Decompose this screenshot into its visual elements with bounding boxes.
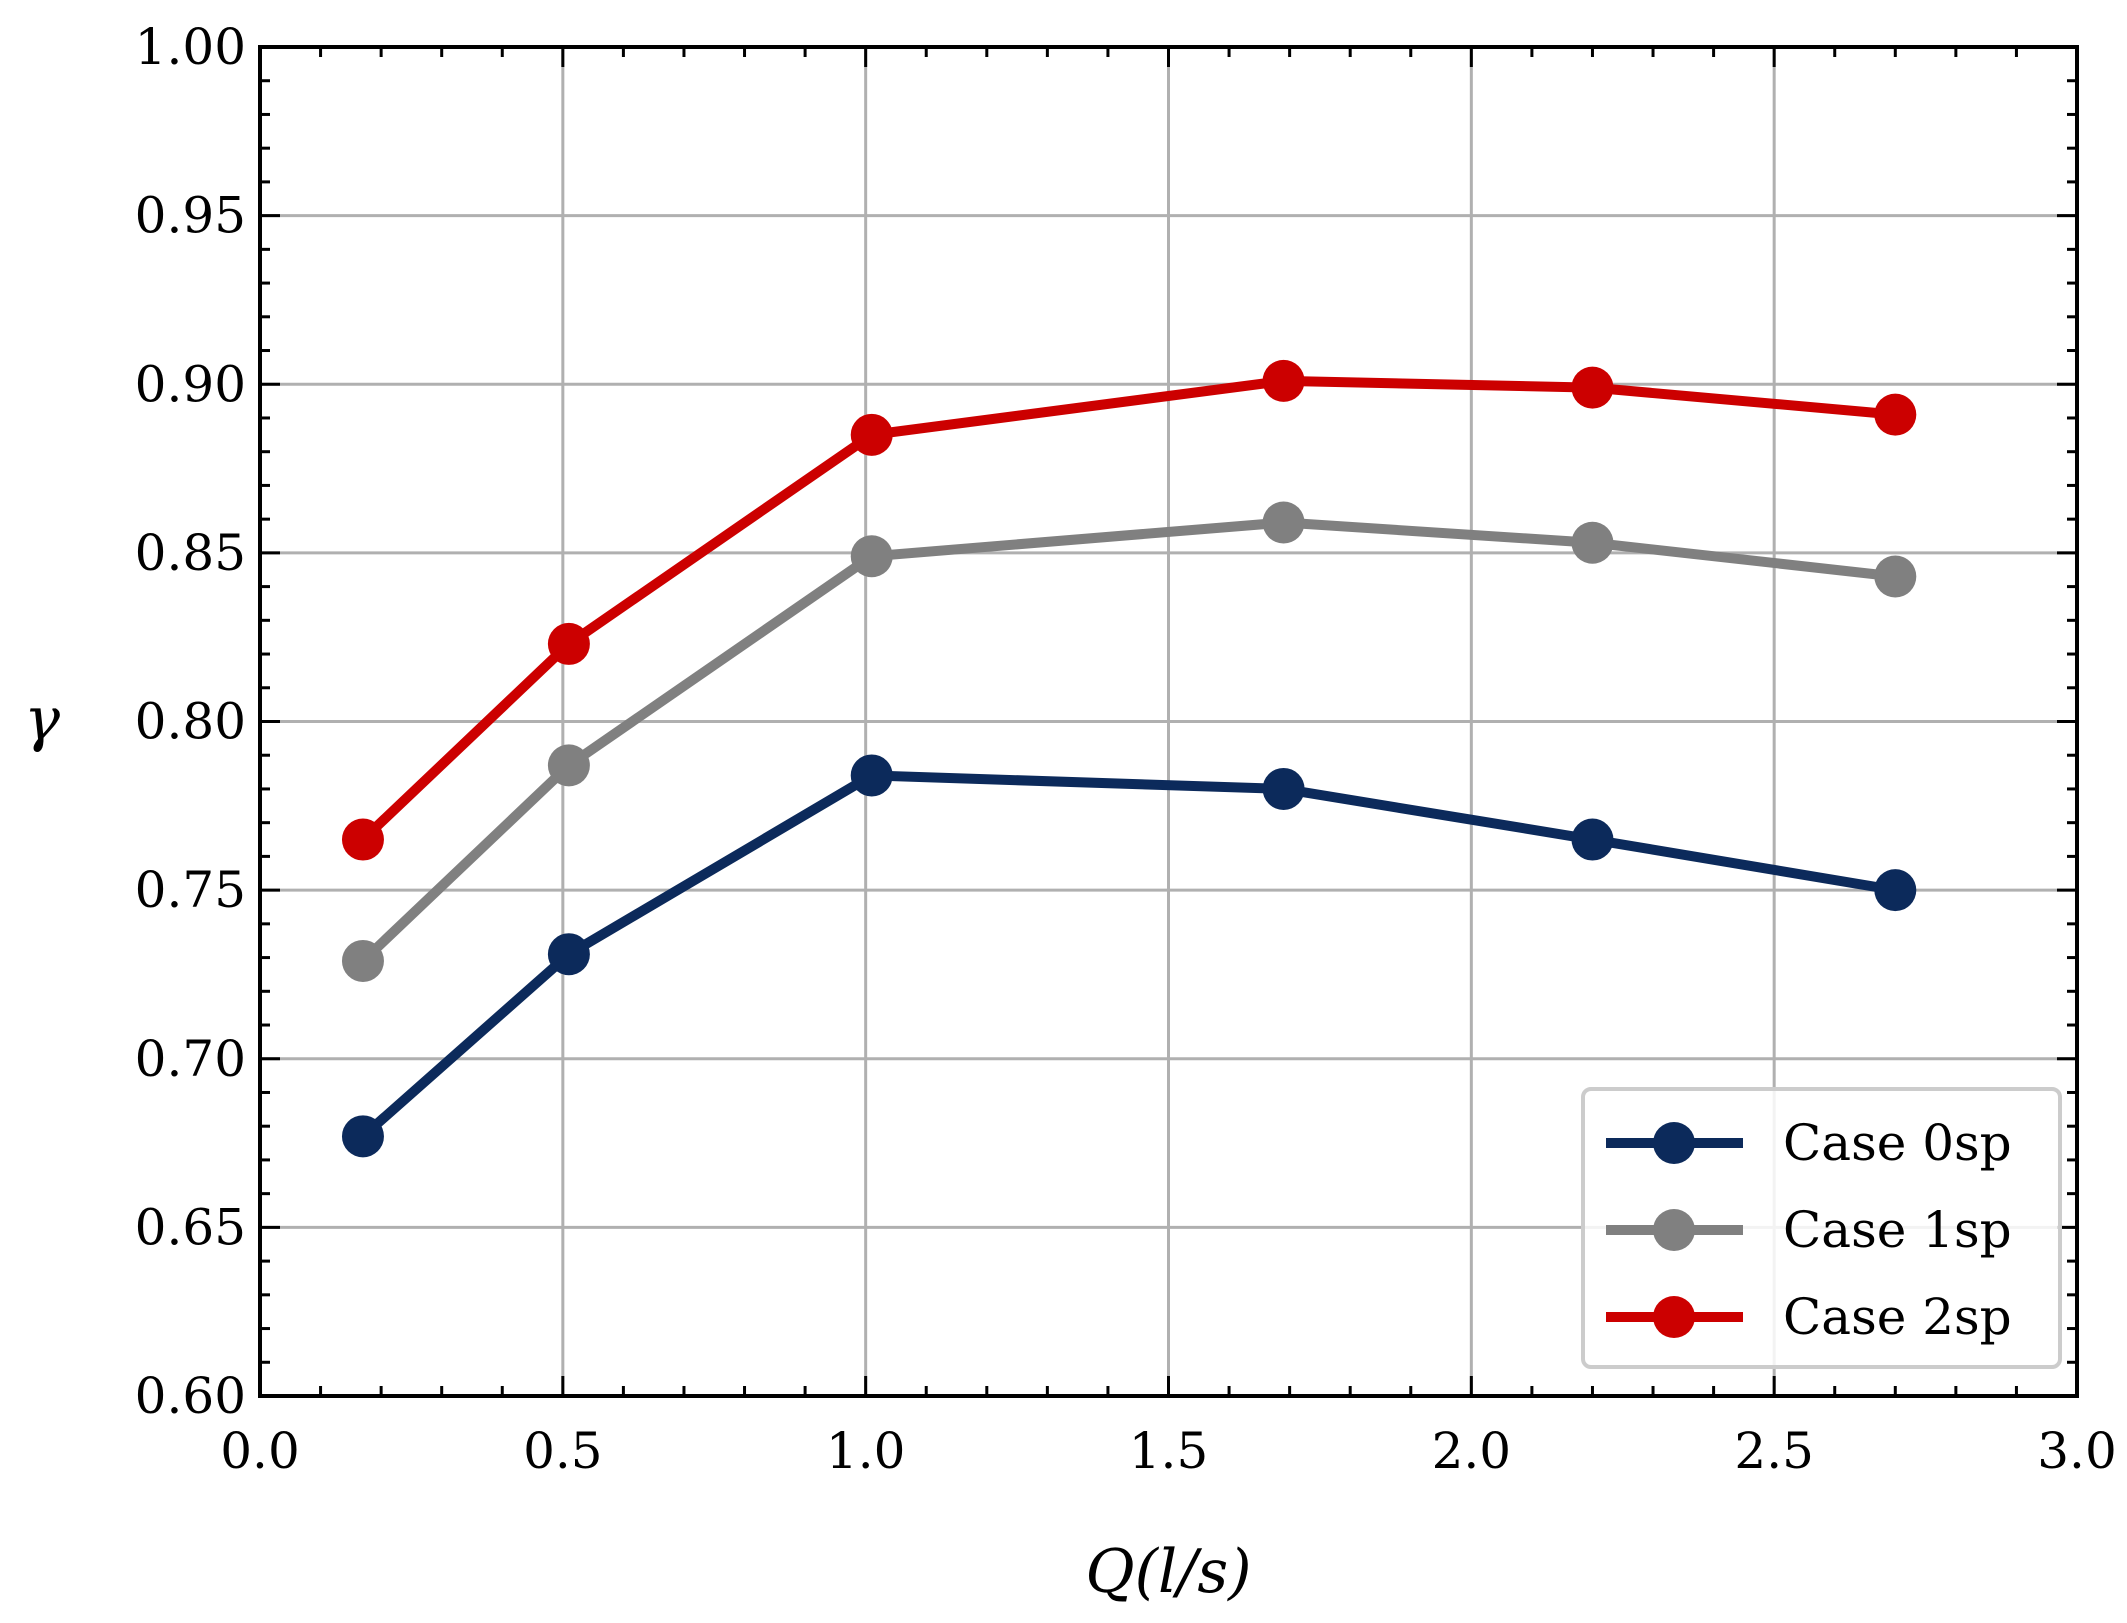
data-point: [1571, 366, 1614, 409]
series-line: [359, 517, 1896, 965]
data-point: [1262, 767, 1305, 810]
data-point: [547, 933, 590, 976]
x-tick-label: 0.0: [220, 1422, 300, 1480]
y-tick-label: 0.65: [135, 1198, 246, 1256]
data-point: [850, 754, 893, 797]
y-tick-label: 0.85: [135, 524, 246, 582]
y-tick-label: 0.80: [135, 693, 246, 751]
y-tick-label: 1.00: [135, 18, 246, 76]
data-point: [1262, 359, 1305, 402]
legend-label: Case 0sp: [1783, 1114, 2012, 1172]
data-point: [547, 744, 590, 787]
data-point: [341, 939, 384, 982]
x-tick-label: 2.0: [1432, 1422, 1512, 1480]
y-tick-label: 0.75: [135, 861, 246, 919]
data-point: [547, 622, 590, 665]
series-case-0sp: [341, 754, 1917, 1158]
series-case-1sp: [341, 501, 1917, 982]
x-tick-label: 2.5: [1734, 1422, 1814, 1480]
data-point: [1874, 555, 1917, 598]
grid: [260, 47, 2077, 1396]
legend-label: Case 1sp: [1783, 1201, 2012, 1259]
legend: Case 0sp Case 1sp Case 2sp: [1581, 1087, 2062, 1369]
legend-label: Case 2sp: [1783, 1288, 2012, 1346]
series-line: [359, 375, 1896, 844]
data-point: [1262, 501, 1305, 544]
legend-marker: [1653, 1296, 1695, 1338]
x-tick-label: 1.5: [1129, 1422, 1209, 1480]
legend-marker: [1653, 1209, 1695, 1251]
x-tick-label: 1.0: [826, 1422, 906, 1480]
data-point: [850, 535, 893, 578]
y-tick-label: 0.90: [135, 355, 246, 413]
x-tick-label: 3.0: [2037, 1422, 2117, 1480]
series-layer: [341, 359, 1917, 1158]
data-point: [1571, 521, 1614, 564]
data-point: [1571, 818, 1614, 861]
series-line: [359, 770, 1897, 1141]
data-point: [1874, 393, 1917, 436]
y-tick-label: 0.60: [135, 1367, 246, 1425]
series-case-2sp: [341, 359, 1917, 861]
tick-labels: 0.0 0.5 1.0 1.5 2.0 2.5 3.0 0.60 0.65 0.70 0.75 0.8…: [135, 18, 2117, 1480]
y-tick-label: 0.95: [135, 187, 246, 245]
data-point: [850, 413, 893, 456]
tick-marks: [258, 45, 2079, 1398]
x-axis-title: Q(l/s): [1085, 1537, 1251, 1607]
legend-box: [1581, 1087, 2062, 1369]
legend-marker: [1653, 1122, 1695, 1164]
data-point: [1874, 869, 1917, 912]
y-axis-title: γ: [24, 685, 60, 755]
data-point: [341, 1115, 384, 1158]
y-tick-label: 0.70: [135, 1030, 246, 1088]
data-point: [341, 818, 384, 861]
x-tick-label: 0.5: [523, 1422, 603, 1480]
